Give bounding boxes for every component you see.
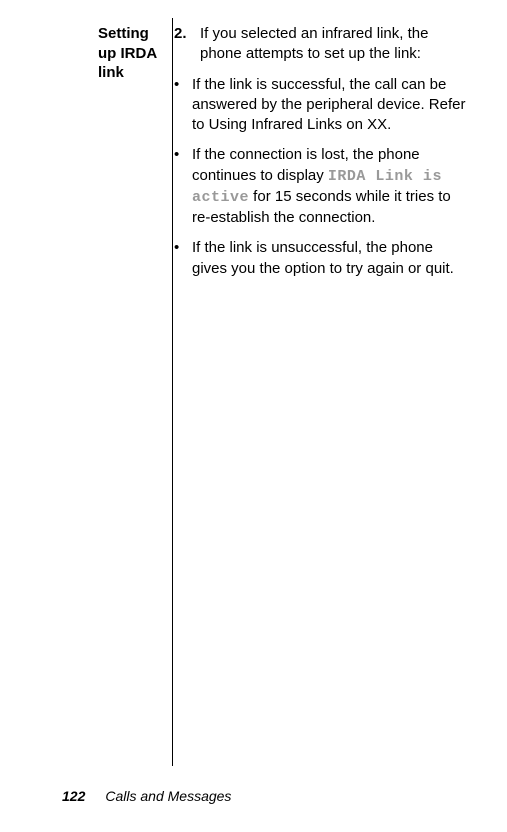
bullet-list: • If the link is successful, the call ca… xyxy=(174,75,471,279)
main-content: 2. If you selected an infrared link, the… xyxy=(174,24,471,289)
list-item: • If the connection is lost, the phone c… xyxy=(174,145,471,228)
footer-title: Calls and Messages xyxy=(105,788,231,804)
numbered-step: 2. If you selected an infrared link, the… xyxy=(174,24,471,65)
list-item: • If the link is unsuccessful, the phone… xyxy=(174,238,471,279)
bullet-icon: • xyxy=(174,75,192,136)
bullet-icon: • xyxy=(174,238,192,279)
side-heading: Setting up IRDA link xyxy=(98,24,174,289)
list-item: • If the link is successful, the call ca… xyxy=(174,75,471,136)
page-number: 122 xyxy=(62,788,85,804)
step-number: 2. xyxy=(174,24,200,65)
step-text: If you selected an infrared link, the ph… xyxy=(200,24,471,65)
bullet-text: If the connection is lost, the phone con… xyxy=(192,145,471,228)
bullet-icon: • xyxy=(174,145,192,228)
page-footer: 122 Calls and Messages xyxy=(62,788,231,804)
vertical-divider xyxy=(172,18,173,766)
page-content: Setting up IRDA link 2. If you selected … xyxy=(0,0,507,289)
bullet-text: If the link is successful, the call can … xyxy=(192,75,471,136)
bullet-text: If the link is unsuccessful, the phone g… xyxy=(192,238,471,279)
